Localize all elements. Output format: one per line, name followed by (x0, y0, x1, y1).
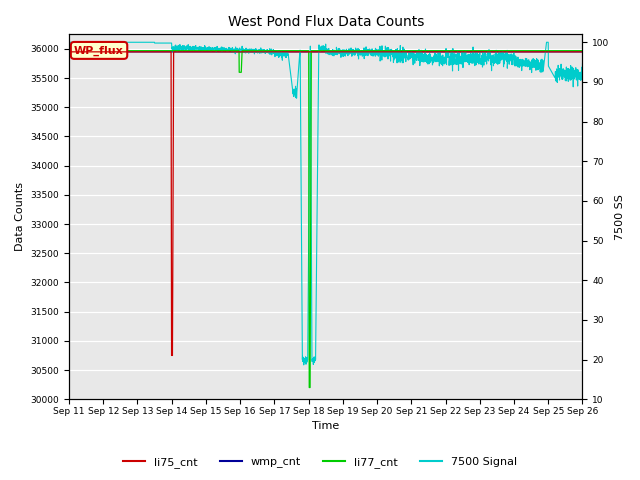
Legend: li75_cnt, wmp_cnt, li77_cnt, 7500 Signal: li75_cnt, wmp_cnt, li77_cnt, 7500 Signal (118, 452, 522, 472)
Y-axis label: Data Counts: Data Counts (15, 182, 25, 251)
Title: West Pond Flux Data Counts: West Pond Flux Data Counts (228, 15, 424, 29)
Text: WP_flux: WP_flux (74, 45, 124, 56)
Y-axis label: 7500 SS: 7500 SS (615, 194, 625, 240)
X-axis label: Time: Time (312, 421, 339, 432)
